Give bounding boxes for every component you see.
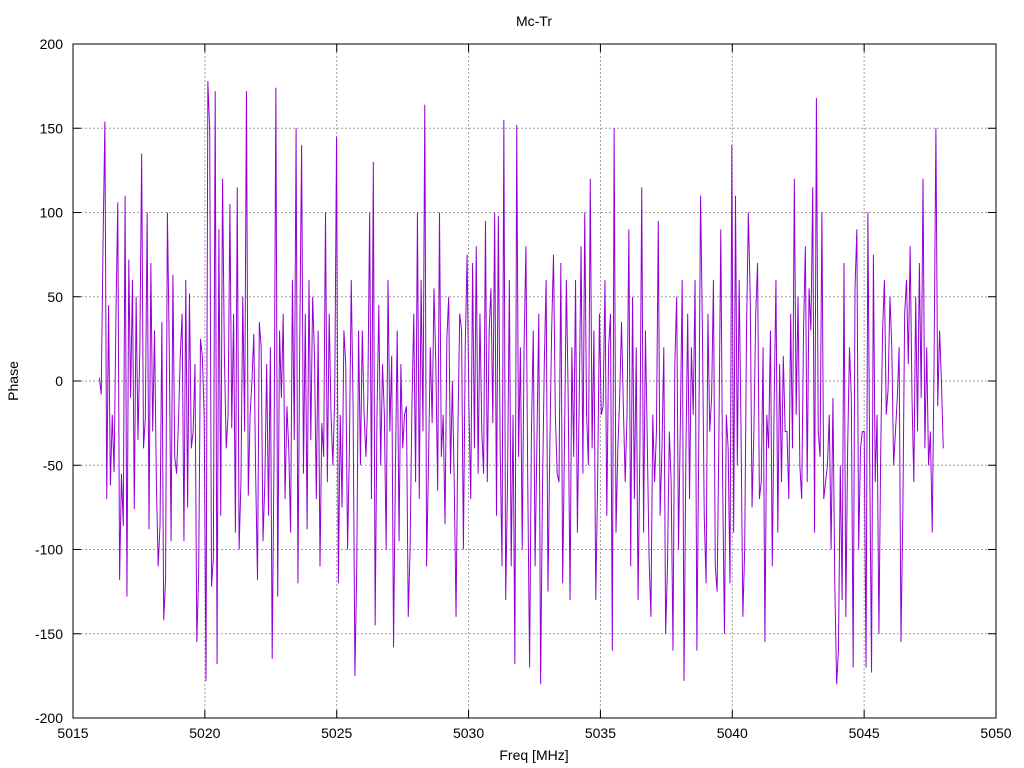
x-tick-label: 5050 [980, 725, 1011, 741]
y-tick-label: 0 [55, 373, 63, 389]
y-tick-label: 100 [40, 205, 64, 221]
x-tick-label: 5015 [57, 725, 88, 741]
plot-border [72, 43, 997, 719]
y-tick-label: 50 [47, 289, 63, 305]
y-tick-label: -200 [35, 710, 63, 726]
phase-series-line [98, 81, 944, 685]
tick-labels: 5015 5020 5025 5030 5035 5040 5045 5050 -200 -150… [35, 36, 1012, 741]
y-tick-label: 200 [40, 36, 64, 52]
x-axis-label: Freq [MHz] [499, 747, 568, 763]
y-tick-label: -150 [35, 626, 63, 642]
x-tick-label: 5020 [189, 725, 220, 741]
x-tick-label: 5030 [453, 725, 484, 741]
x-tick-label: 5040 [717, 725, 748, 741]
series-layer [98, 81, 944, 685]
y-tick-label: 150 [40, 120, 64, 136]
y-tick-label: -50 [43, 457, 63, 473]
y-tick-label: -100 [35, 542, 63, 558]
x-tick-label: 5035 [585, 725, 616, 741]
chart-title: Mc-Tr [516, 13, 552, 29]
x-tick-label: 5025 [321, 725, 352, 741]
y-axis-label: Phase [5, 361, 21, 401]
x-tick-label: 5045 [849, 725, 880, 741]
